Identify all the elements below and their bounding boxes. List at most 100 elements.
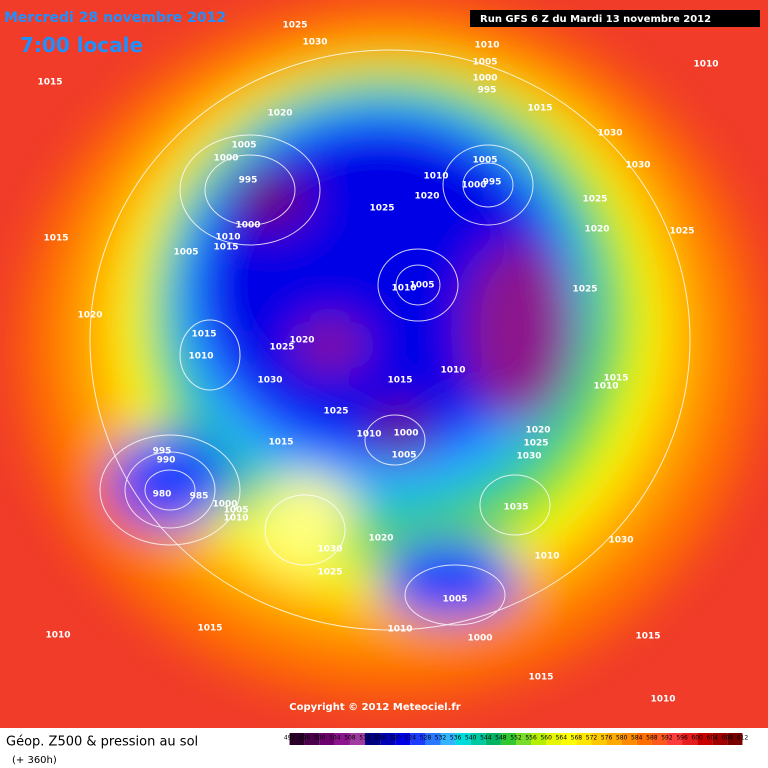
z500-shading — [0, 0, 768, 728]
isobar-label: 1020 — [414, 192, 439, 202]
isobar-label: 1000 — [467, 634, 492, 644]
legend-tick-label: 564 — [556, 735, 568, 742]
legend-title: Géop. Z500 & pression au sol — [6, 735, 198, 750]
legend-tick-label: 524 — [405, 735, 417, 742]
legend-swatch — [576, 733, 592, 745]
legend-tick-label: 580 — [616, 735, 628, 742]
legend-swatch — [289, 733, 305, 745]
isobar-label: 980 — [153, 490, 172, 500]
isobar-label: 1000 — [212, 500, 237, 510]
isobar-label: 1030 — [302, 38, 327, 48]
isobar-label: 1005 — [409, 281, 434, 291]
isobar-label: 1030 — [625, 161, 650, 171]
isobar-label: 1000 — [235, 221, 260, 231]
legend-swatch — [697, 733, 713, 745]
isobar-label: 1035 — [503, 503, 528, 513]
isobar-label: 1010 — [593, 382, 618, 392]
legend-tick-label: 532 — [435, 735, 447, 742]
isobar-label: 1030 — [317, 545, 342, 555]
legend-swatch — [380, 733, 396, 745]
isobar-label: 995 — [239, 176, 258, 186]
isobar-label: 1020 — [368, 534, 393, 544]
legend-tick-label: 528 — [420, 735, 432, 742]
isobar-label: 1005 — [472, 58, 497, 68]
isobar-label: 1030 — [608, 536, 633, 546]
isobar-label: 1010 — [223, 514, 248, 524]
legend-tick-label: 572 — [586, 735, 598, 742]
legend-swatch — [410, 733, 426, 745]
isobar-label: 990 — [157, 456, 176, 466]
isobar-label: 1010 — [356, 430, 381, 440]
legend-tick-label: 596 — [676, 735, 688, 742]
isobar-label: 1005 — [231, 141, 256, 151]
isobar-label: 1015 — [387, 376, 412, 386]
isobar-label: 1015 — [191, 330, 216, 340]
isobar-label: 1025 — [523, 439, 548, 449]
isobar-label: 1000 — [213, 154, 238, 164]
legend-swatch — [682, 733, 698, 745]
isobar-label: 1020 — [525, 426, 550, 436]
isobar-label: 1000 — [461, 181, 486, 191]
isobar-label: 1005 — [391, 451, 416, 461]
run-info: Run GFS 6 Z du Mardi 13 novembre 2012 — [480, 14, 711, 25]
legend-swatch — [561, 733, 577, 745]
isobar-label: 1010 — [391, 284, 416, 294]
legend-swatch — [531, 733, 547, 745]
legend-swatch — [470, 733, 486, 745]
isobar-label: 1005 — [223, 506, 248, 516]
isobar-label: 1025 — [582, 195, 607, 205]
legend-tick-label: 544 — [480, 735, 492, 742]
legend-swatch — [365, 733, 381, 745]
isobar-label: 1005 — [442, 595, 467, 605]
legend-tick-label: 604 — [707, 735, 719, 742]
isobar-label: 995 — [483, 178, 502, 188]
time: 7:00 locale — [20, 33, 143, 57]
isobar-label: 1015 — [635, 632, 660, 642]
isobar-label: 1025 — [282, 21, 307, 31]
isobar-label: 1015 — [268, 438, 293, 448]
legend-tick-label: 584 — [631, 735, 643, 742]
isobar-label: 1010 — [650, 695, 675, 705]
legend-tick-label: 504 — [329, 735, 341, 742]
legend-tick-label: 548 — [495, 735, 507, 742]
isobar-label: 1020 — [267, 109, 292, 119]
legend-swatch — [516, 733, 532, 745]
legend-swatch — [455, 733, 471, 745]
legend-tick-label: 612 — [737, 735, 749, 742]
legend-tick-label: 536 — [450, 735, 462, 742]
copyright: Copyright © 2012 Meteociel.fr — [289, 702, 460, 713]
isobar-label: 1010 — [215, 233, 240, 243]
isobar-label: 1030 — [257, 376, 282, 386]
isobar-label: 1010 — [693, 60, 718, 70]
legend-swatch — [334, 733, 350, 745]
isobar-label: 1020 — [77, 311, 102, 321]
isobar-label: 995 — [153, 447, 172, 457]
isobar-label: 1005 — [472, 156, 497, 166]
legend-tick-label: 608 — [722, 735, 734, 742]
isobar-label: 995 — [478, 86, 497, 96]
legend-swatch — [666, 733, 683, 745]
isobar-label: 1025 — [669, 227, 694, 237]
isobar-label: 1010 — [474, 41, 499, 51]
legend-swatch — [651, 733, 667, 745]
isobar-label: 1010 — [440, 366, 465, 376]
legend-tick-label: 568 — [571, 735, 583, 742]
legend-swatch — [500, 733, 516, 745]
isobar-label: 1015 — [37, 78, 62, 88]
legend-swatch — [304, 733, 320, 745]
isobar-label: 1010 — [188, 352, 213, 362]
legend-tick-label: 592 — [661, 735, 673, 742]
isobar-label: 1005 — [173, 248, 198, 258]
legend-tick-label: 512 — [359, 735, 371, 742]
date: Mercredi 28 novembre 2012 — [4, 10, 226, 26]
legend-swatch — [727, 733, 743, 745]
isobar-label: 1025 — [317, 568, 342, 578]
legend-tick-label: 496 — [299, 735, 311, 742]
isobar-label: 1020 — [289, 336, 314, 346]
isobar-label: 1030 — [516, 452, 541, 462]
run-box — [470, 10, 760, 27]
legend-swatch — [395, 733, 411, 745]
legend-tick-label: 516 — [374, 735, 386, 742]
